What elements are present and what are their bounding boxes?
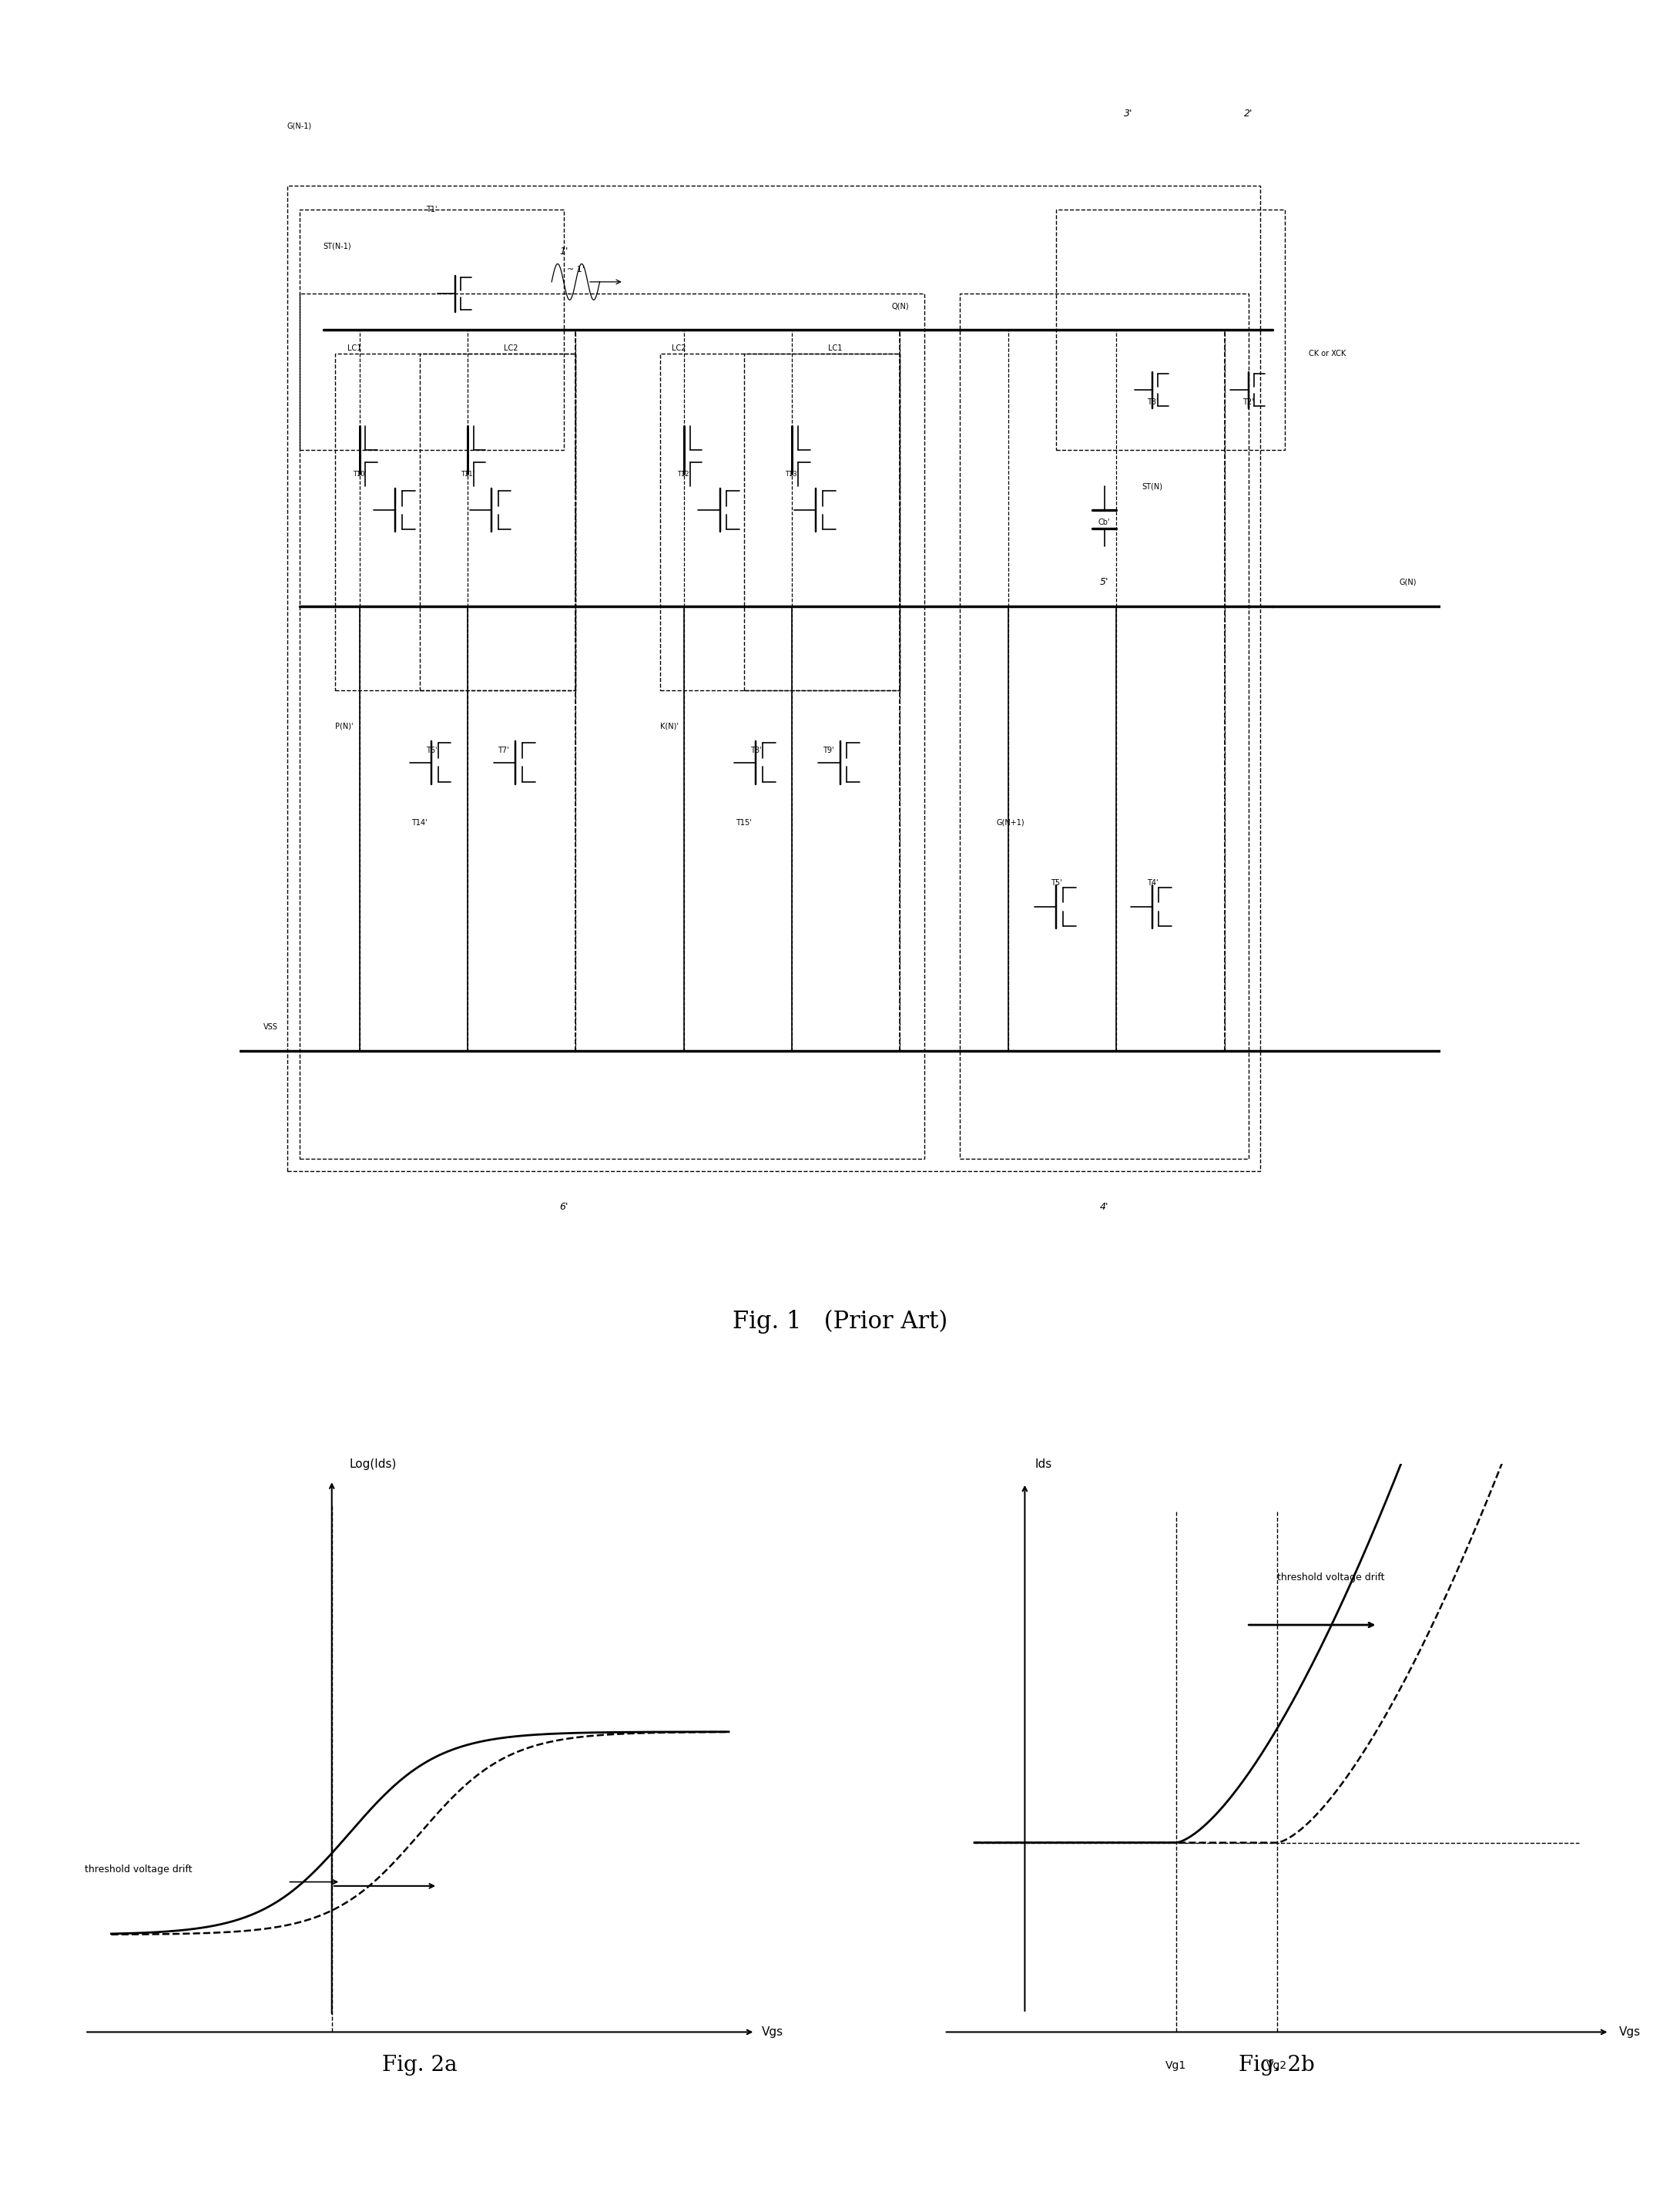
Text: Fig. 2a: Fig. 2a (383, 2054, 457, 2076)
Text: Fig. 2b: Fig. 2b (1238, 2054, 1315, 2076)
Bar (336, 354, 576, 690)
Text: LC1: LC1 (348, 343, 361, 352)
Bar (660, 354, 900, 690)
Text: T3': T3' (1147, 398, 1158, 406)
Text: T6': T6' (427, 747, 437, 754)
Text: Vg1: Vg1 (1166, 2060, 1186, 2071)
Text: ST(N-1): ST(N-1) (323, 243, 351, 249)
Bar (1057, 210, 1285, 450)
Text: LC2: LC2 (672, 343, 685, 352)
Text: G(N): G(N) (1399, 579, 1416, 586)
Bar (420, 354, 576, 690)
Bar (961, 295, 1248, 1158)
Text: T2': T2' (1243, 398, 1255, 406)
Text: P(N)': P(N)' (336, 723, 353, 730)
Text: K(N)': K(N)' (660, 723, 679, 730)
Bar (299, 295, 924, 1158)
Text: T10': T10' (353, 470, 366, 479)
Text: CK or XCK: CK or XCK (1309, 350, 1346, 358)
Text: T9': T9' (823, 747, 833, 754)
Text: 6': 6' (559, 1202, 568, 1213)
Text: Ids: Ids (1035, 1457, 1052, 1471)
Text: ST(N): ST(N) (1142, 483, 1163, 489)
Text: threshold voltage drift: threshold voltage drift (1277, 1573, 1384, 1582)
Text: LC1: LC1 (828, 343, 842, 352)
Text: 3': 3' (1124, 109, 1132, 118)
Bar (299, 210, 564, 450)
Text: 5': 5' (1100, 577, 1109, 588)
Text: T11': T11' (460, 470, 474, 479)
Text: LC2: LC2 (504, 343, 517, 352)
Text: G(N-1): G(N-1) (287, 122, 312, 129)
Text: Cb': Cb' (1099, 518, 1110, 527)
Text: VSS: VSS (264, 1023, 277, 1031)
Text: T5': T5' (1050, 878, 1062, 887)
Text: T15': T15' (736, 819, 753, 826)
Text: ~ 1': ~ 1' (566, 267, 585, 273)
Text: T14': T14' (412, 819, 427, 826)
Text: G(N+1): G(N+1) (996, 819, 1025, 826)
Text: Fig. 1   (Prior Art): Fig. 1 (Prior Art) (732, 1309, 948, 1335)
Text: Q(N): Q(N) (892, 302, 909, 310)
Text: T1': T1' (427, 205, 437, 214)
Text: Log(Ids): Log(Ids) (349, 1457, 396, 1471)
Text: 2': 2' (1245, 109, 1253, 118)
Text: T12': T12' (677, 470, 690, 479)
Text: T8': T8' (751, 747, 761, 754)
Text: T7': T7' (497, 747, 509, 754)
Text: 1': 1' (559, 247, 568, 258)
Text: 4': 4' (1100, 1202, 1109, 1213)
Text: Vgs: Vgs (1620, 2025, 1640, 2039)
Text: Vg2: Vg2 (1267, 2060, 1287, 2071)
Bar (744, 354, 900, 690)
Text: T13': T13' (785, 470, 798, 479)
Text: Vgs: Vgs (763, 2025, 783, 2039)
Text: T4': T4' (1147, 878, 1158, 887)
Bar (287, 186, 1260, 1171)
Text: threshold voltage drift: threshold voltage drift (86, 1864, 192, 1875)
